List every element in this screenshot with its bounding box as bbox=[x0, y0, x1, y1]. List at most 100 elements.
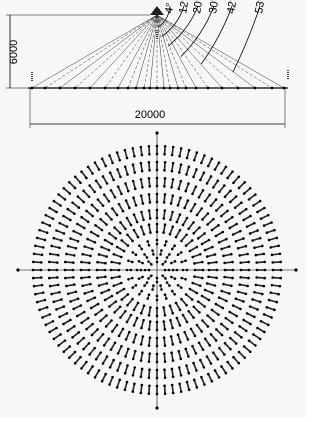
element-end bbox=[214, 168, 217, 171]
element-end bbox=[88, 184, 91, 187]
element-end bbox=[180, 298, 183, 301]
element-end bbox=[117, 352, 120, 355]
element-end bbox=[55, 308, 58, 311]
element-end bbox=[256, 308, 259, 311]
element-end bbox=[270, 316, 273, 319]
element-end bbox=[204, 200, 207, 203]
element-end bbox=[91, 215, 94, 218]
element-end bbox=[243, 181, 246, 184]
element-end bbox=[143, 253, 146, 256]
element-end bbox=[101, 229, 104, 232]
element-end bbox=[201, 319, 204, 322]
element-end bbox=[105, 325, 108, 328]
element-end bbox=[66, 330, 69, 333]
element-end bbox=[148, 223, 151, 226]
element-end bbox=[179, 213, 182, 216]
element-end bbox=[98, 168, 101, 171]
element-end bbox=[83, 245, 86, 248]
element-end bbox=[156, 257, 159, 260]
element-end bbox=[172, 359, 175, 362]
element-end bbox=[161, 263, 164, 266]
element-end bbox=[226, 177, 229, 180]
element-end bbox=[218, 161, 221, 164]
element-end bbox=[136, 269, 139, 272]
element-end bbox=[164, 161, 167, 164]
element-end bbox=[104, 373, 107, 376]
ray-point bbox=[283, 87, 286, 90]
element-end bbox=[239, 261, 242, 264]
element-end bbox=[108, 289, 111, 292]
ray-point bbox=[221, 87, 224, 90]
element-end bbox=[169, 218, 172, 221]
element-end bbox=[78, 331, 81, 334]
element-end bbox=[191, 239, 194, 242]
element-end bbox=[108, 383, 111, 386]
element-end bbox=[228, 311, 231, 314]
element-end bbox=[208, 344, 211, 347]
element-end bbox=[198, 341, 201, 344]
element-end bbox=[178, 382, 181, 385]
element-end bbox=[269, 246, 272, 249]
element-end bbox=[32, 277, 35, 280]
element-end bbox=[187, 182, 190, 185]
element-end bbox=[88, 353, 91, 356]
element-end bbox=[119, 316, 122, 319]
element-end bbox=[116, 214, 119, 217]
element-end bbox=[243, 192, 246, 195]
element-end bbox=[190, 328, 193, 331]
element-end bbox=[163, 352, 166, 355]
element-end bbox=[206, 182, 209, 185]
element-end bbox=[74, 351, 77, 354]
element-end bbox=[131, 251, 134, 254]
element-end bbox=[263, 224, 266, 227]
element-end bbox=[53, 338, 56, 341]
element-end bbox=[163, 336, 166, 339]
element-end bbox=[231, 321, 234, 324]
element-end bbox=[72, 308, 75, 311]
element-end bbox=[198, 226, 201, 229]
element-end bbox=[211, 292, 214, 295]
element-end bbox=[59, 333, 62, 336]
element-end bbox=[238, 254, 241, 257]
element-end bbox=[222, 255, 225, 258]
element-end bbox=[143, 233, 146, 236]
element-end bbox=[263, 313, 266, 316]
element-end bbox=[140, 392, 143, 395]
element-end bbox=[126, 321, 129, 324]
element-end bbox=[137, 302, 140, 305]
element-end bbox=[206, 282, 209, 285]
element-end bbox=[165, 297, 168, 300]
element-end bbox=[206, 314, 209, 317]
element-end bbox=[211, 380, 214, 383]
element-end bbox=[140, 359, 143, 362]
element-end bbox=[163, 153, 166, 156]
element-end bbox=[126, 304, 129, 307]
element-end bbox=[143, 304, 146, 307]
element-end bbox=[109, 171, 112, 174]
element-end bbox=[80, 321, 83, 324]
element-end bbox=[170, 335, 173, 338]
element-end bbox=[262, 253, 265, 256]
element-end bbox=[119, 362, 122, 365]
element-end bbox=[208, 299, 211, 302]
element-end bbox=[68, 192, 71, 195]
element-end bbox=[108, 200, 111, 203]
element-end bbox=[179, 309, 182, 312]
element-end bbox=[208, 193, 211, 196]
element-end bbox=[81, 253, 84, 256]
element-end bbox=[177, 350, 180, 353]
ray-point bbox=[104, 87, 107, 90]
element-end bbox=[239, 230, 242, 233]
element-end bbox=[273, 229, 276, 232]
element-end bbox=[142, 319, 145, 322]
element-end bbox=[99, 218, 102, 221]
element-end bbox=[260, 217, 263, 220]
ray-point bbox=[271, 87, 274, 90]
element-end bbox=[94, 224, 97, 227]
element-end bbox=[225, 317, 228, 320]
element-end bbox=[180, 286, 183, 289]
element-end bbox=[267, 324, 270, 327]
element-end bbox=[166, 256, 169, 259]
element-end bbox=[113, 311, 116, 314]
element-end bbox=[80, 367, 83, 370]
